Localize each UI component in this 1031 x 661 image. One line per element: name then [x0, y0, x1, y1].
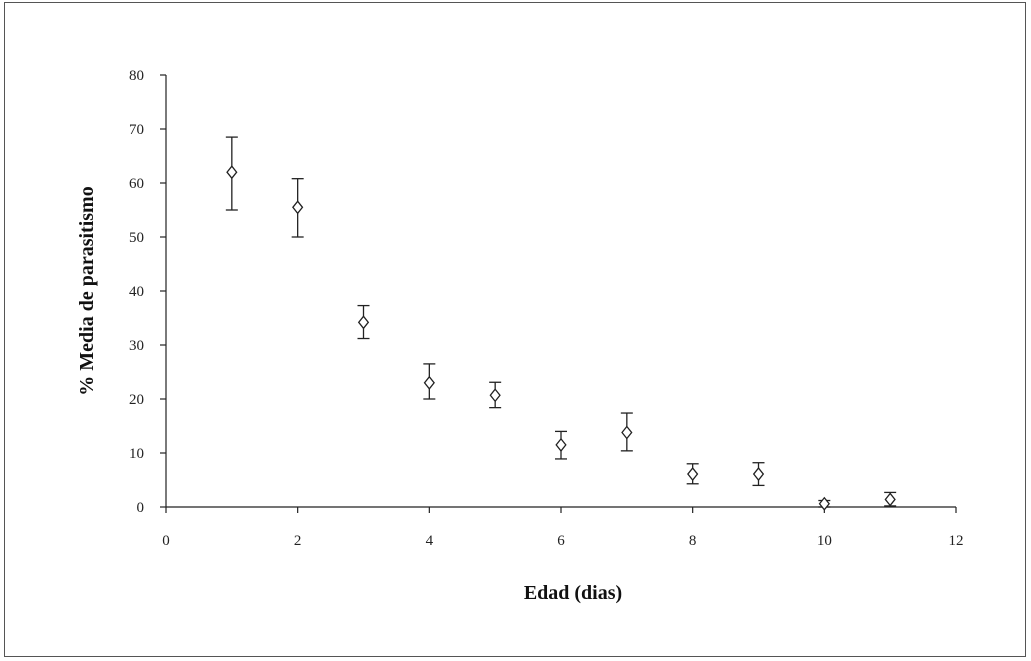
- data-point-diamond: [357, 315, 370, 330]
- y-tick-label: 60: [129, 176, 144, 192]
- data-point-diamond: [423, 375, 435, 390]
- data-points: [226, 165, 896, 511]
- data-point-diamond: [226, 165, 238, 180]
- y-tick-label: 40: [129, 284, 144, 300]
- y-tick-label: 70: [129, 122, 144, 138]
- data-point-diamond: [555, 437, 567, 452]
- x-tick-label: 12: [949, 533, 964, 549]
- y-tick-label: 50: [129, 230, 144, 246]
- x-tick-label: 6: [557, 533, 565, 549]
- chart-frame: 0 10 20 30 40 50 60 70 80 0 2 4 6 8 10 12 Edad (dias) …: [4, 2, 1026, 657]
- x-tick-label: 8: [689, 533, 697, 549]
- y-tick-label: 80: [129, 68, 144, 84]
- x-tick-label: 4: [426, 533, 434, 549]
- data-point-diamond: [292, 200, 304, 215]
- y-tick-label: 0: [137, 500, 145, 516]
- data-point-diamond: [489, 388, 501, 403]
- data-point-diamond: [752, 467, 765, 482]
- y-tick-label: 20: [129, 392, 144, 408]
- x-axis: 0 2 4 6 8 10 12: [162, 506, 964, 549]
- data-point-diamond: [884, 492, 896, 507]
- x-axis-title: Edad (dias): [524, 582, 622, 604]
- data-point-diamond: [687, 467, 699, 482]
- data-point-diamond: [621, 425, 633, 440]
- x-tick-label: 10: [817, 533, 832, 549]
- y-axis-title: % Media de parasitismo: [76, 186, 98, 395]
- y-tick-label: 30: [129, 338, 144, 354]
- y-axis: 0 10 20 30 40 50 60 70 80: [129, 68, 167, 516]
- y-tick-label: 10: [129, 446, 144, 462]
- x-tick-label: 2: [294, 533, 302, 549]
- data-point-diamond: [818, 496, 830, 511]
- x-tick-label: 0: [162, 533, 170, 549]
